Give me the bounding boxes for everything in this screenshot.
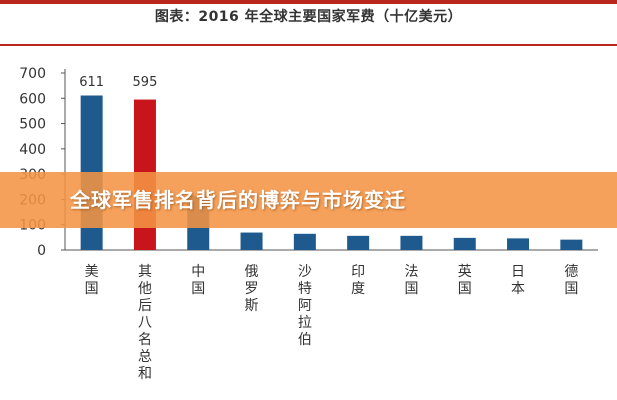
x-tick-label: 特 — [298, 281, 312, 297]
y-tick-label: 0 — [37, 243, 46, 259]
bar-7 — [453, 237, 476, 250]
bar-3 — [240, 232, 263, 250]
y-tick-label: 700 — [19, 66, 46, 82]
x-tick-label: 国 — [191, 281, 205, 297]
x-tick-label: 国 — [564, 281, 578, 297]
y-tick-label: 400 — [19, 142, 46, 158]
data-label: 611 — [79, 75, 104, 90]
x-tick-label: 国 — [458, 281, 472, 297]
headline-text: 全球军售排名背后的博弈与市场变迁 — [70, 188, 406, 212]
x-tick-label: 沙 — [298, 264, 312, 280]
y-tick-label: 600 — [19, 91, 46, 107]
bar-5 — [347, 235, 370, 250]
bar-4 — [293, 233, 316, 250]
x-tick-label: 和 — [138, 366, 152, 382]
x-tick-label: 度 — [351, 281, 365, 297]
x-tick-label: 其 — [138, 264, 152, 280]
x-tick-label: 八 — [138, 315, 152, 331]
bar-6 — [400, 235, 423, 250]
x-tick-label: 他 — [138, 281, 152, 297]
header-rule — [0, 0, 617, 4]
x-tick-label: 印 — [351, 264, 365, 280]
x-tick-label: 名 — [138, 332, 152, 348]
data-label: 595 — [133, 75, 158, 90]
x-tick-label: 国 — [404, 281, 418, 297]
x-tick-label: 总 — [138, 349, 152, 365]
title-rule — [0, 44, 617, 46]
x-tick-label: 德 — [564, 264, 578, 280]
y-tick-label: 500 — [19, 117, 46, 133]
x-tick-label: 美 — [85, 264, 99, 280]
x-tick-label: 斯 — [245, 298, 259, 314]
bar-8 — [507, 238, 530, 250]
x-tick-label: 英 — [458, 263, 472, 280]
x-tick-label: 拉 — [298, 315, 312, 331]
chart-title: 图表：2016 年全球主要国家军费（十亿美元） — [154, 9, 463, 25]
headline-banner — [0, 172, 617, 228]
x-tick-label: 中 — [191, 264, 205, 280]
x-tick-label: 后 — [138, 298, 152, 314]
x-tick-label: 俄 — [245, 264, 259, 280]
x-tick-label: 伯 — [298, 332, 312, 348]
x-tick-label: 本 — [511, 281, 525, 297]
x-tick-label: 国 — [85, 281, 99, 297]
x-tick-label: 法 — [404, 264, 418, 280]
x-tick-label: 罗 — [245, 281, 259, 297]
x-tick-label: 日 — [511, 264, 525, 280]
bar-9 — [560, 239, 583, 250]
x-tick-label: 阿 — [298, 298, 312, 314]
